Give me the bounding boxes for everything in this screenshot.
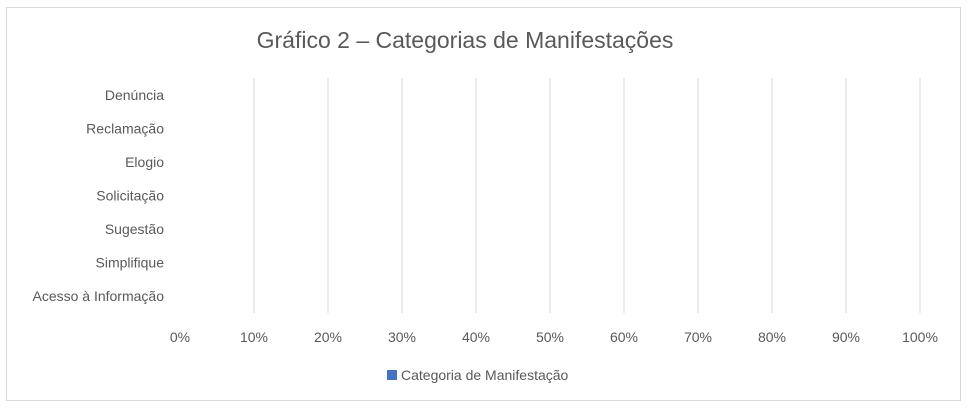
- category-label: Elogio: [125, 154, 164, 170]
- chart-title: Gráfico 2 – Categorias de Manifestações: [257, 27, 674, 53]
- x-tick-label: 80%: [758, 329, 786, 345]
- x-tick-label: 100%: [902, 329, 938, 345]
- category-label: Simplifique: [96, 254, 165, 270]
- category-labels: Denúncia Reclamação Elogio Solicitação Suges…: [32, 87, 164, 304]
- legend-swatch: [387, 370, 397, 380]
- category-label: Solicitação: [96, 187, 164, 203]
- x-tick-label: 40%: [462, 329, 490, 345]
- x-axis-tick-labels: 0% 10% 20% 30% 40% 50% 60% 70% 80% 90% 100%: [170, 329, 938, 345]
- x-tick-label: 70%: [684, 329, 712, 345]
- x-tick-label: 20%: [314, 329, 342, 345]
- legend-label: Categoria de Manifestação: [401, 367, 569, 383]
- x-tick-label: 90%: [832, 329, 860, 345]
- gridlines: [253, 78, 921, 313]
- x-tick-label: 60%: [610, 329, 638, 345]
- x-tick-label: 30%: [388, 329, 416, 345]
- category-label: Sugestão: [105, 221, 164, 237]
- x-tick-label: 10%: [240, 329, 268, 345]
- x-tick-label: 50%: [536, 329, 564, 345]
- chart-frame: [6, 7, 961, 401]
- category-label: Acesso à Informação: [32, 288, 164, 304]
- category-label: Denúncia: [105, 87, 164, 103]
- legend: Categoria de Manifestação: [387, 367, 569, 383]
- x-tick-label: 0%: [170, 329, 190, 345]
- category-label: Reclamação: [86, 120, 164, 136]
